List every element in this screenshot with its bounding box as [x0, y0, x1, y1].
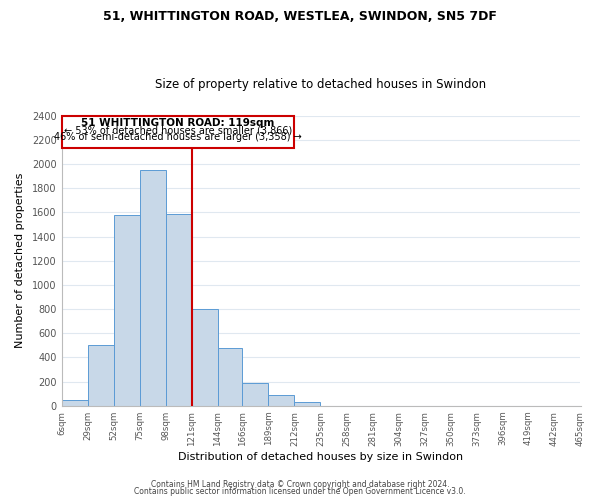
Bar — [140, 170, 166, 406]
Bar — [113, 216, 140, 406]
Bar — [62, 400, 88, 406]
Bar — [295, 402, 320, 406]
Bar — [166, 214, 191, 406]
X-axis label: Distribution of detached houses by size in Swindon: Distribution of detached houses by size … — [178, 452, 464, 462]
Bar — [268, 395, 295, 406]
Text: 51, WHITTINGTON ROAD, WESTLEA, SWINDON, SN5 7DF: 51, WHITTINGTON ROAD, WESTLEA, SWINDON, … — [103, 10, 497, 23]
Y-axis label: Number of detached properties: Number of detached properties — [15, 173, 25, 348]
FancyBboxPatch shape — [62, 116, 295, 148]
Bar — [218, 348, 242, 406]
Text: 51 WHITTINGTON ROAD: 119sqm: 51 WHITTINGTON ROAD: 119sqm — [82, 118, 275, 128]
Text: ← 53% of detached houses are smaller (3,866): ← 53% of detached houses are smaller (3,… — [64, 126, 292, 136]
Text: Contains HM Land Registry data © Crown copyright and database right 2024.: Contains HM Land Registry data © Crown c… — [151, 480, 449, 489]
Text: 46% of semi-detached houses are larger (3,358) →: 46% of semi-detached houses are larger (… — [54, 132, 302, 142]
Text: Contains public sector information licensed under the Open Government Licence v3: Contains public sector information licen… — [134, 487, 466, 496]
Title: Size of property relative to detached houses in Swindon: Size of property relative to detached ho… — [155, 78, 487, 91]
Bar — [242, 383, 268, 406]
Bar — [88, 346, 113, 406]
Bar — [191, 309, 218, 406]
